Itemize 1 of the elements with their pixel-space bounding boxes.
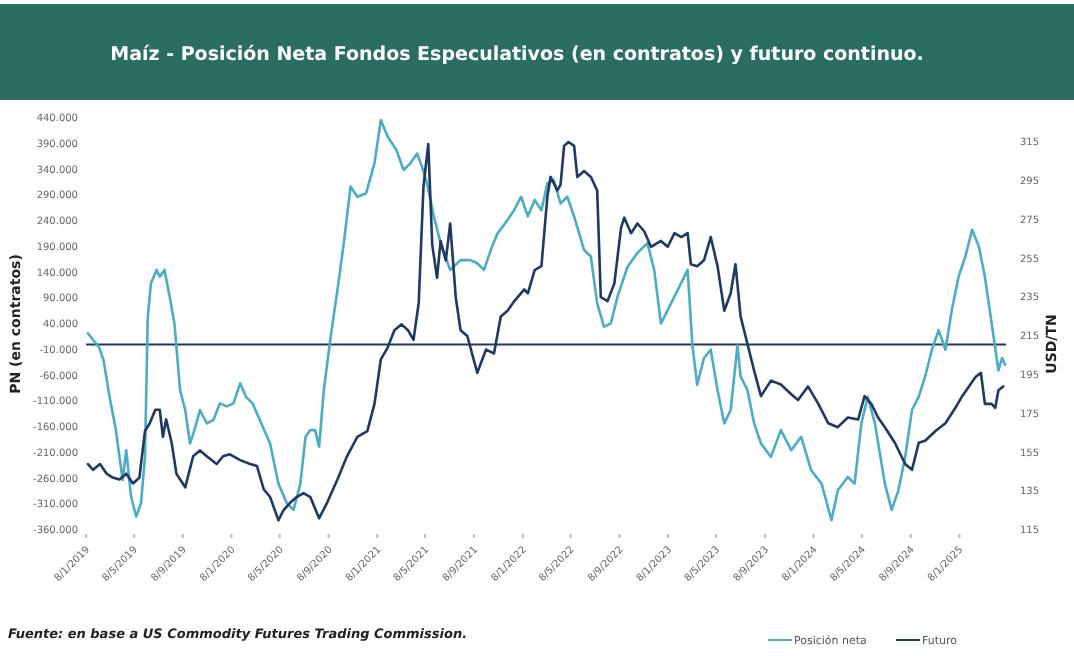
chart-title: Maíz - Posición Neta Fondos Especulativos (en contratos) y futuro continuo.: [110, 44, 924, 66]
